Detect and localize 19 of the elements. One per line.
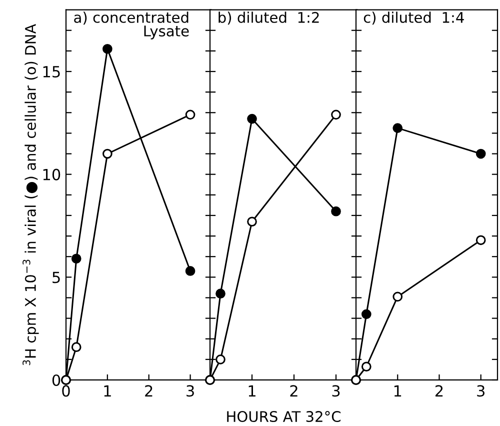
x-tick-label: 3 xyxy=(332,385,340,397)
x-axis-title: HOURS AT 32°C xyxy=(227,411,340,422)
x-tick-label: 0 xyxy=(62,385,70,397)
y-tick-label: 5 xyxy=(52,272,60,284)
x-tick-label: 2 xyxy=(290,385,298,396)
x-tick-label: 3 xyxy=(186,385,194,397)
y-tick-label: 10 xyxy=(43,168,60,180)
y-axis-title: $^{3}$H cpm X 10$^{−3}$ in viral (●) and cellular (o) DNA xyxy=(22,24,39,366)
x-tick-label: 3 xyxy=(477,385,484,397)
y-tick-label: 15 xyxy=(43,66,60,78)
x-tick-label: 1 xyxy=(248,385,256,396)
x-tick-label: 2 xyxy=(145,385,152,396)
x-tick-label: 1 xyxy=(104,385,111,396)
x-tick-label: 1 xyxy=(394,385,402,396)
chart-title: c) diluted 1:4 xyxy=(364,12,464,25)
y-tick-label: 0 xyxy=(52,374,60,386)
chart-title: b) diluted 1:2 xyxy=(218,12,319,25)
x-tick-label: 2 xyxy=(435,385,443,396)
text: a) concentrated Lysate xyxy=(74,12,189,40)
